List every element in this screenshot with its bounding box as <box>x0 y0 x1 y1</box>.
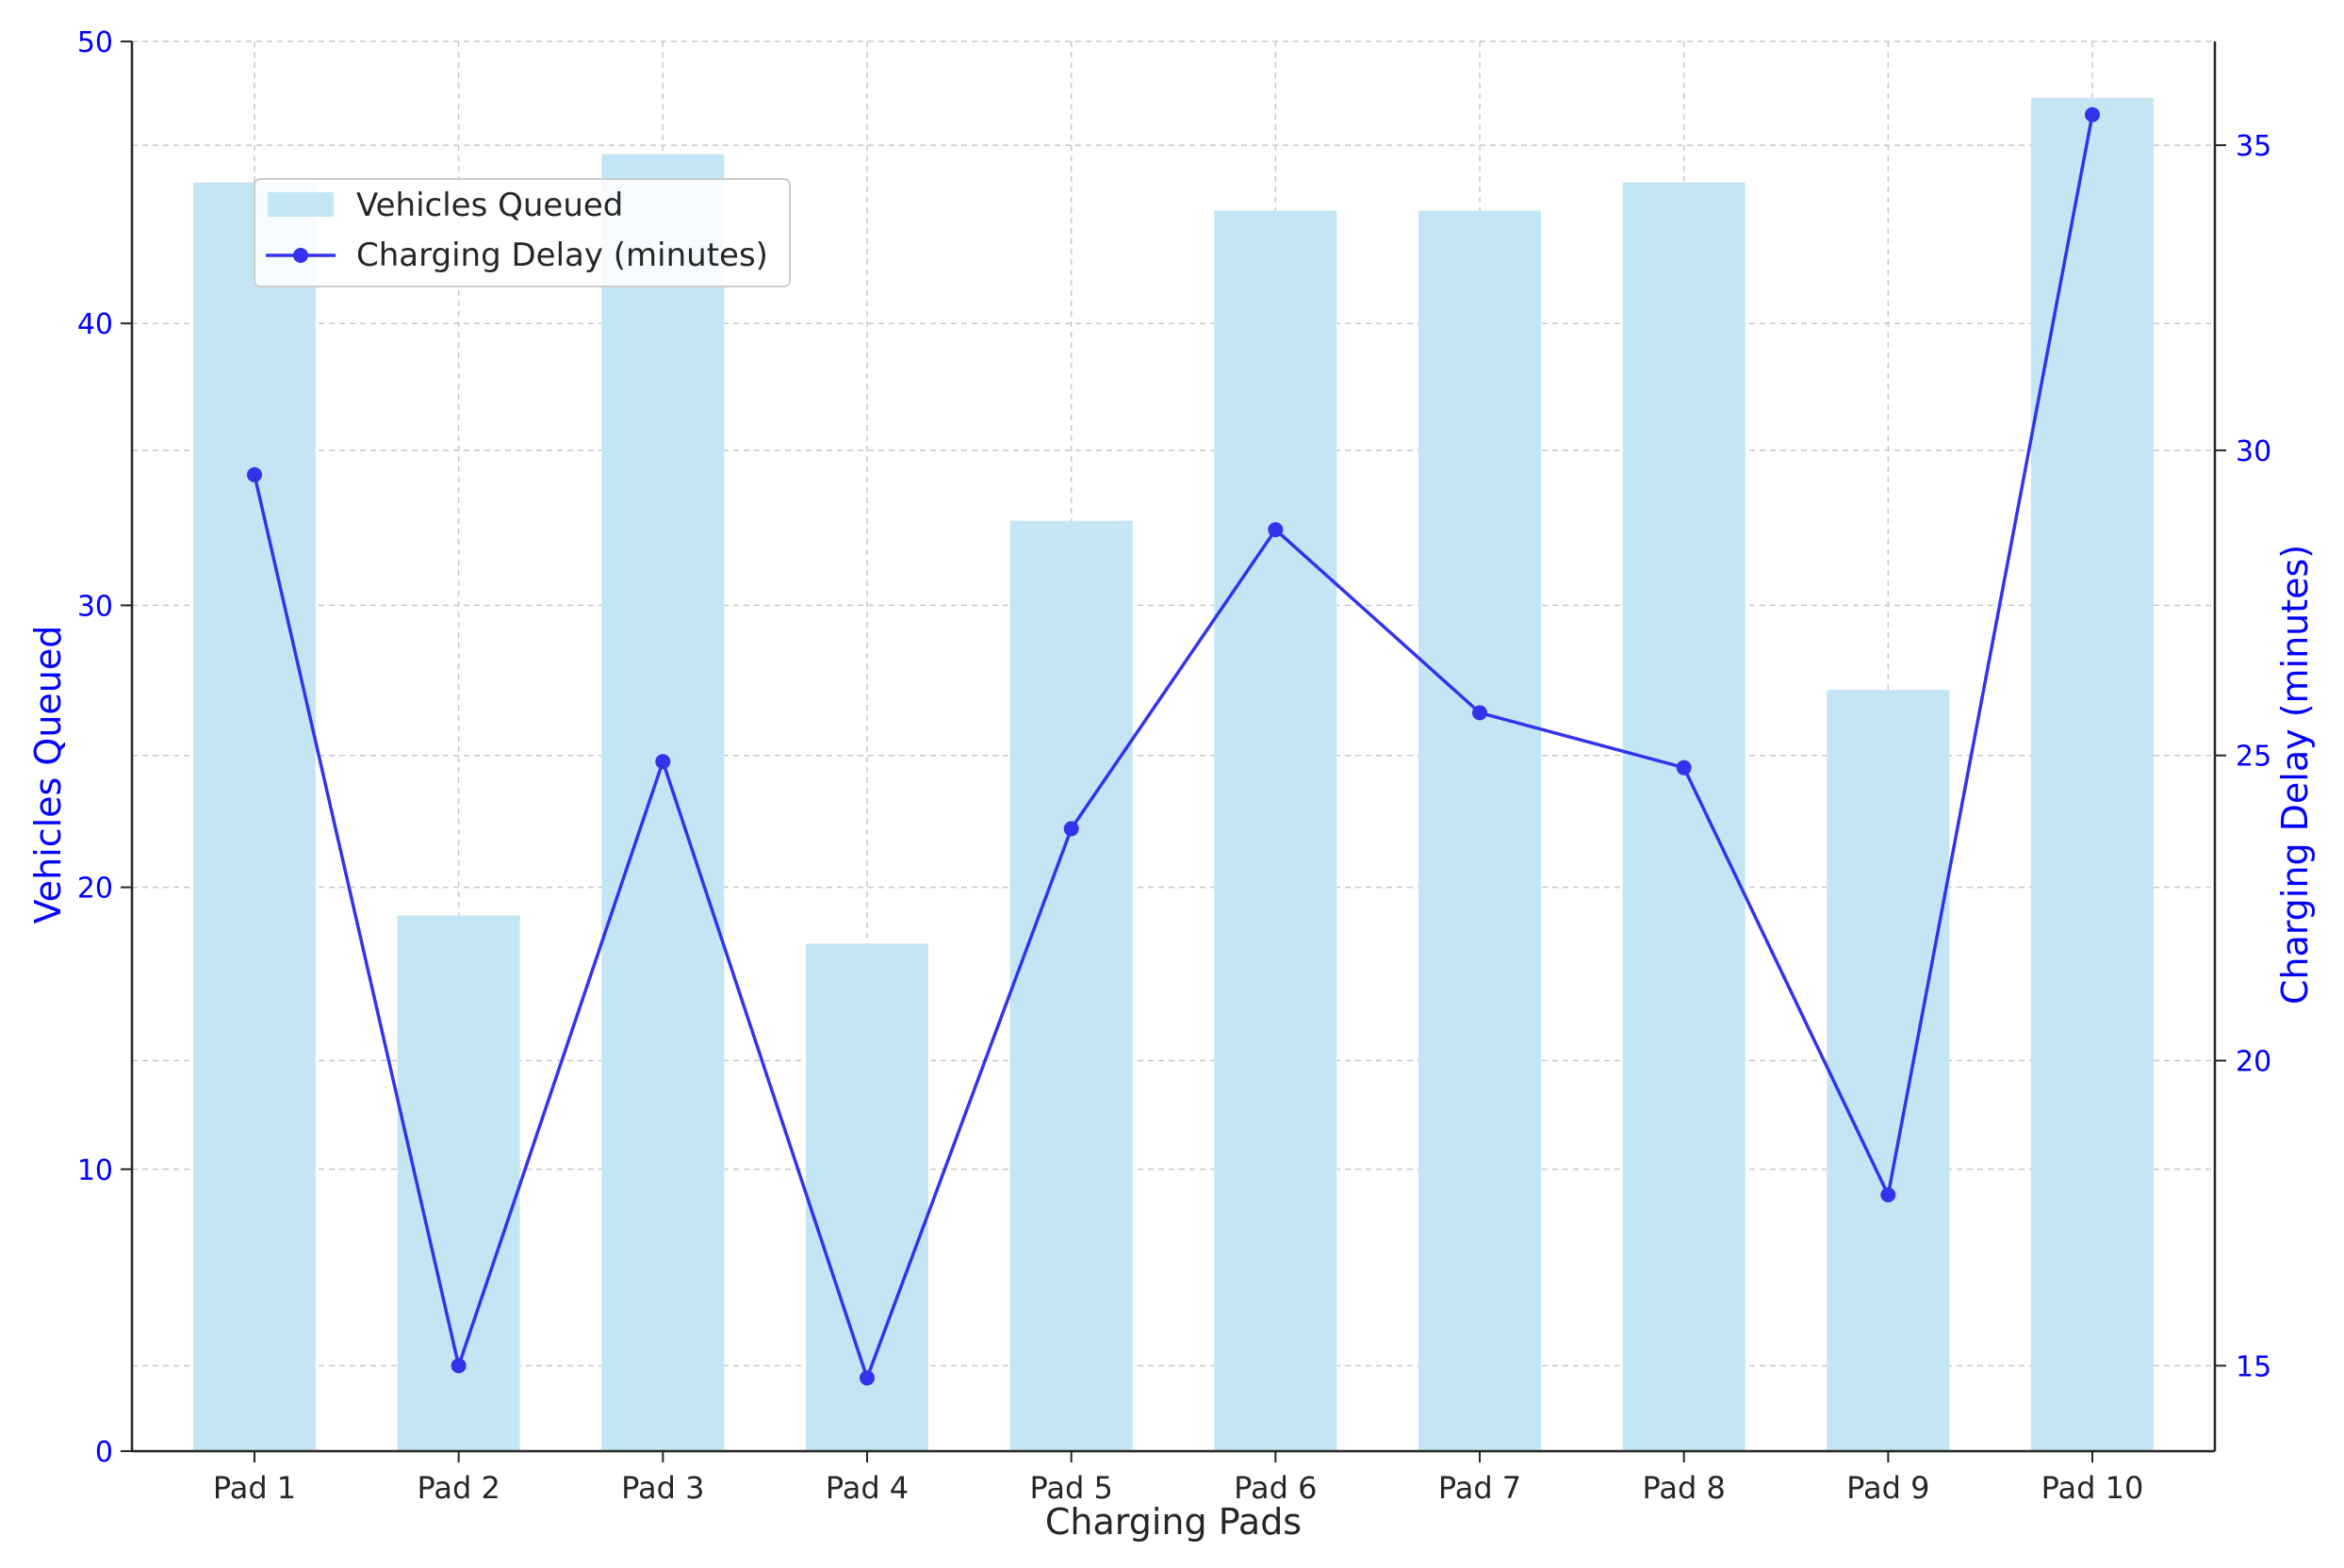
left-y-ticks: 0 10 20 30 40 50 <box>77 26 132 1469</box>
line-point <box>1063 821 1079 837</box>
bar <box>1827 690 1950 1451</box>
x-tick-label: Pad 6 <box>1234 1470 1317 1506</box>
bar <box>1418 210 1541 1451</box>
right-y-ticks: 15 20 25 30 35 <box>2215 130 2271 1383</box>
bar <box>1009 520 1133 1451</box>
legend-label-charging-delay: Charging Delay (minutes) <box>356 237 768 274</box>
line-point <box>1880 1187 1896 1202</box>
left-tick-label: 20 <box>77 873 113 906</box>
x-tick-label: Pad 2 <box>418 1470 500 1506</box>
left-tick-label: 0 <box>95 1436 113 1469</box>
bar <box>193 182 316 1452</box>
axes <box>130 41 2217 1453</box>
bar <box>1214 210 1337 1451</box>
x-tick-label: Pad 1 <box>213 1470 296 1506</box>
x-tick-label: Pad 10 <box>2041 1470 2144 1506</box>
line-point <box>2085 106 2100 122</box>
left-tick-label: 10 <box>77 1154 113 1187</box>
delay-line <box>253 114 2094 1380</box>
right-tick-label: 20 <box>2236 1046 2271 1079</box>
line-point <box>1676 760 1692 776</box>
bar <box>601 154 725 1452</box>
x-axis-title: Charging Pads <box>1045 1501 1302 1543</box>
legend-box <box>254 178 791 287</box>
bar-series <box>193 97 2154 1452</box>
right-tick-label: 15 <box>2236 1350 2271 1383</box>
right-y-axis-title: Charging Delay (minutes) <box>2274 545 2316 1004</box>
bar <box>806 943 928 1451</box>
x-tick-label: Pad 7 <box>1438 1470 1521 1506</box>
line-point <box>860 1370 875 1386</box>
right-tick-label: 30 <box>2236 435 2271 468</box>
line-point <box>451 1358 467 1374</box>
right-tick-label: 25 <box>2236 741 2271 774</box>
x-tick-label: Pad 4 <box>826 1470 909 1506</box>
legend-line-marker <box>293 248 308 263</box>
x-tick-label: Pad 9 <box>1846 1470 1929 1506</box>
left-tick-label: 30 <box>77 590 113 623</box>
right-tick-label: 35 <box>2236 130 2271 163</box>
left-tick-label: 40 <box>77 308 113 341</box>
x-tick-label: Pad 5 <box>1030 1470 1113 1506</box>
line-point <box>247 466 262 482</box>
legend-bar-swatch <box>268 192 334 217</box>
x-tick-label: Pad 3 <box>621 1470 704 1506</box>
x-ticks: Pad 1 Pad 2 Pad 3 Pad 4 Pad 5 Pad 6 Pad 7 Pad 8… <box>213 1451 2143 1506</box>
legend-label-vehicles-queued: Vehicles Queued <box>356 187 623 224</box>
bar <box>1622 182 1746 1452</box>
line-point <box>655 754 671 770</box>
line-series <box>247 106 2100 1386</box>
legend: Vehicles Queued Charging Delay (minutes) <box>254 178 791 287</box>
left-y-axis-title: Vehicles Queued <box>27 626 69 924</box>
x-tick-label: Pad 8 <box>1643 1470 1726 1506</box>
bar <box>2031 97 2154 1452</box>
line-point <box>1472 705 1487 721</box>
line-point <box>1268 522 1284 538</box>
left-tick-label: 50 <box>77 26 113 59</box>
